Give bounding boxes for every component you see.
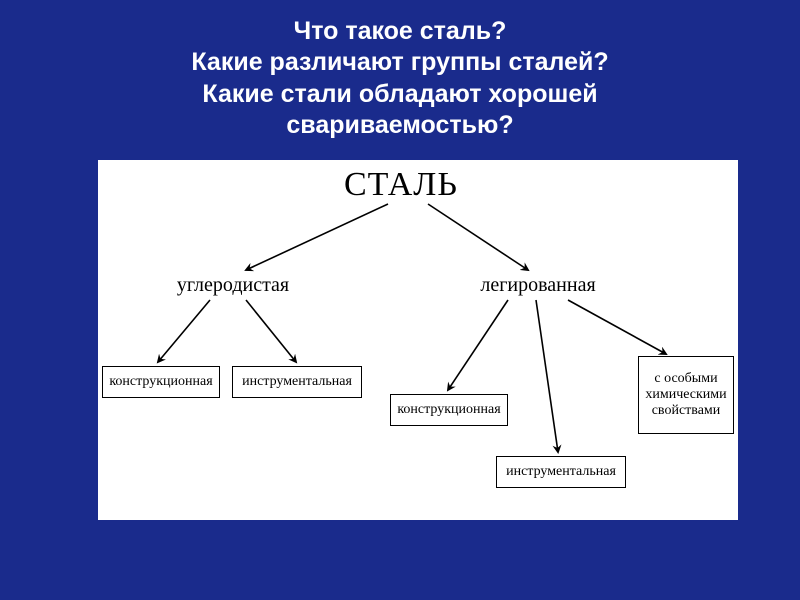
title-line-1: Что такое сталь? (40, 16, 760, 47)
edge-alloy-a_ins (536, 300, 558, 452)
edge-root-carbon (246, 204, 388, 270)
diagram-arrows (98, 160, 738, 520)
edge-alloy-a_spec (568, 300, 666, 354)
node-carbon-instrumental: инструментальная (232, 366, 362, 398)
node-root: СТАЛЬ (344, 166, 458, 204)
edge-carbon-c_ins (246, 300, 296, 362)
node-carbon: углеродистая (158, 274, 308, 297)
node-alloy-special: с особыми химическими свойствами (638, 356, 734, 434)
title-line-4: свариваемостью? (40, 110, 760, 141)
edge-alloy-a_con (448, 300, 508, 390)
edge-root-alloy (428, 204, 528, 270)
title-line-2: Какие различают группы сталей? (40, 47, 760, 78)
title-block: Что такое сталь? Какие различают группы … (0, 0, 800, 153)
node-carbon-constructional: конструкционная (102, 366, 220, 398)
node-alloy: легированная (458, 274, 618, 297)
node-alloy-instrumental: инструментальная (496, 456, 626, 488)
node-alloy-constructional: конструкционная (390, 394, 508, 426)
title-line-3: Какие стали обладают хорошей (40, 79, 760, 110)
edge-carbon-c_con (158, 300, 210, 362)
diagram-panel: СТАЛЬ углеродистая легированная конструк… (98, 160, 738, 520)
